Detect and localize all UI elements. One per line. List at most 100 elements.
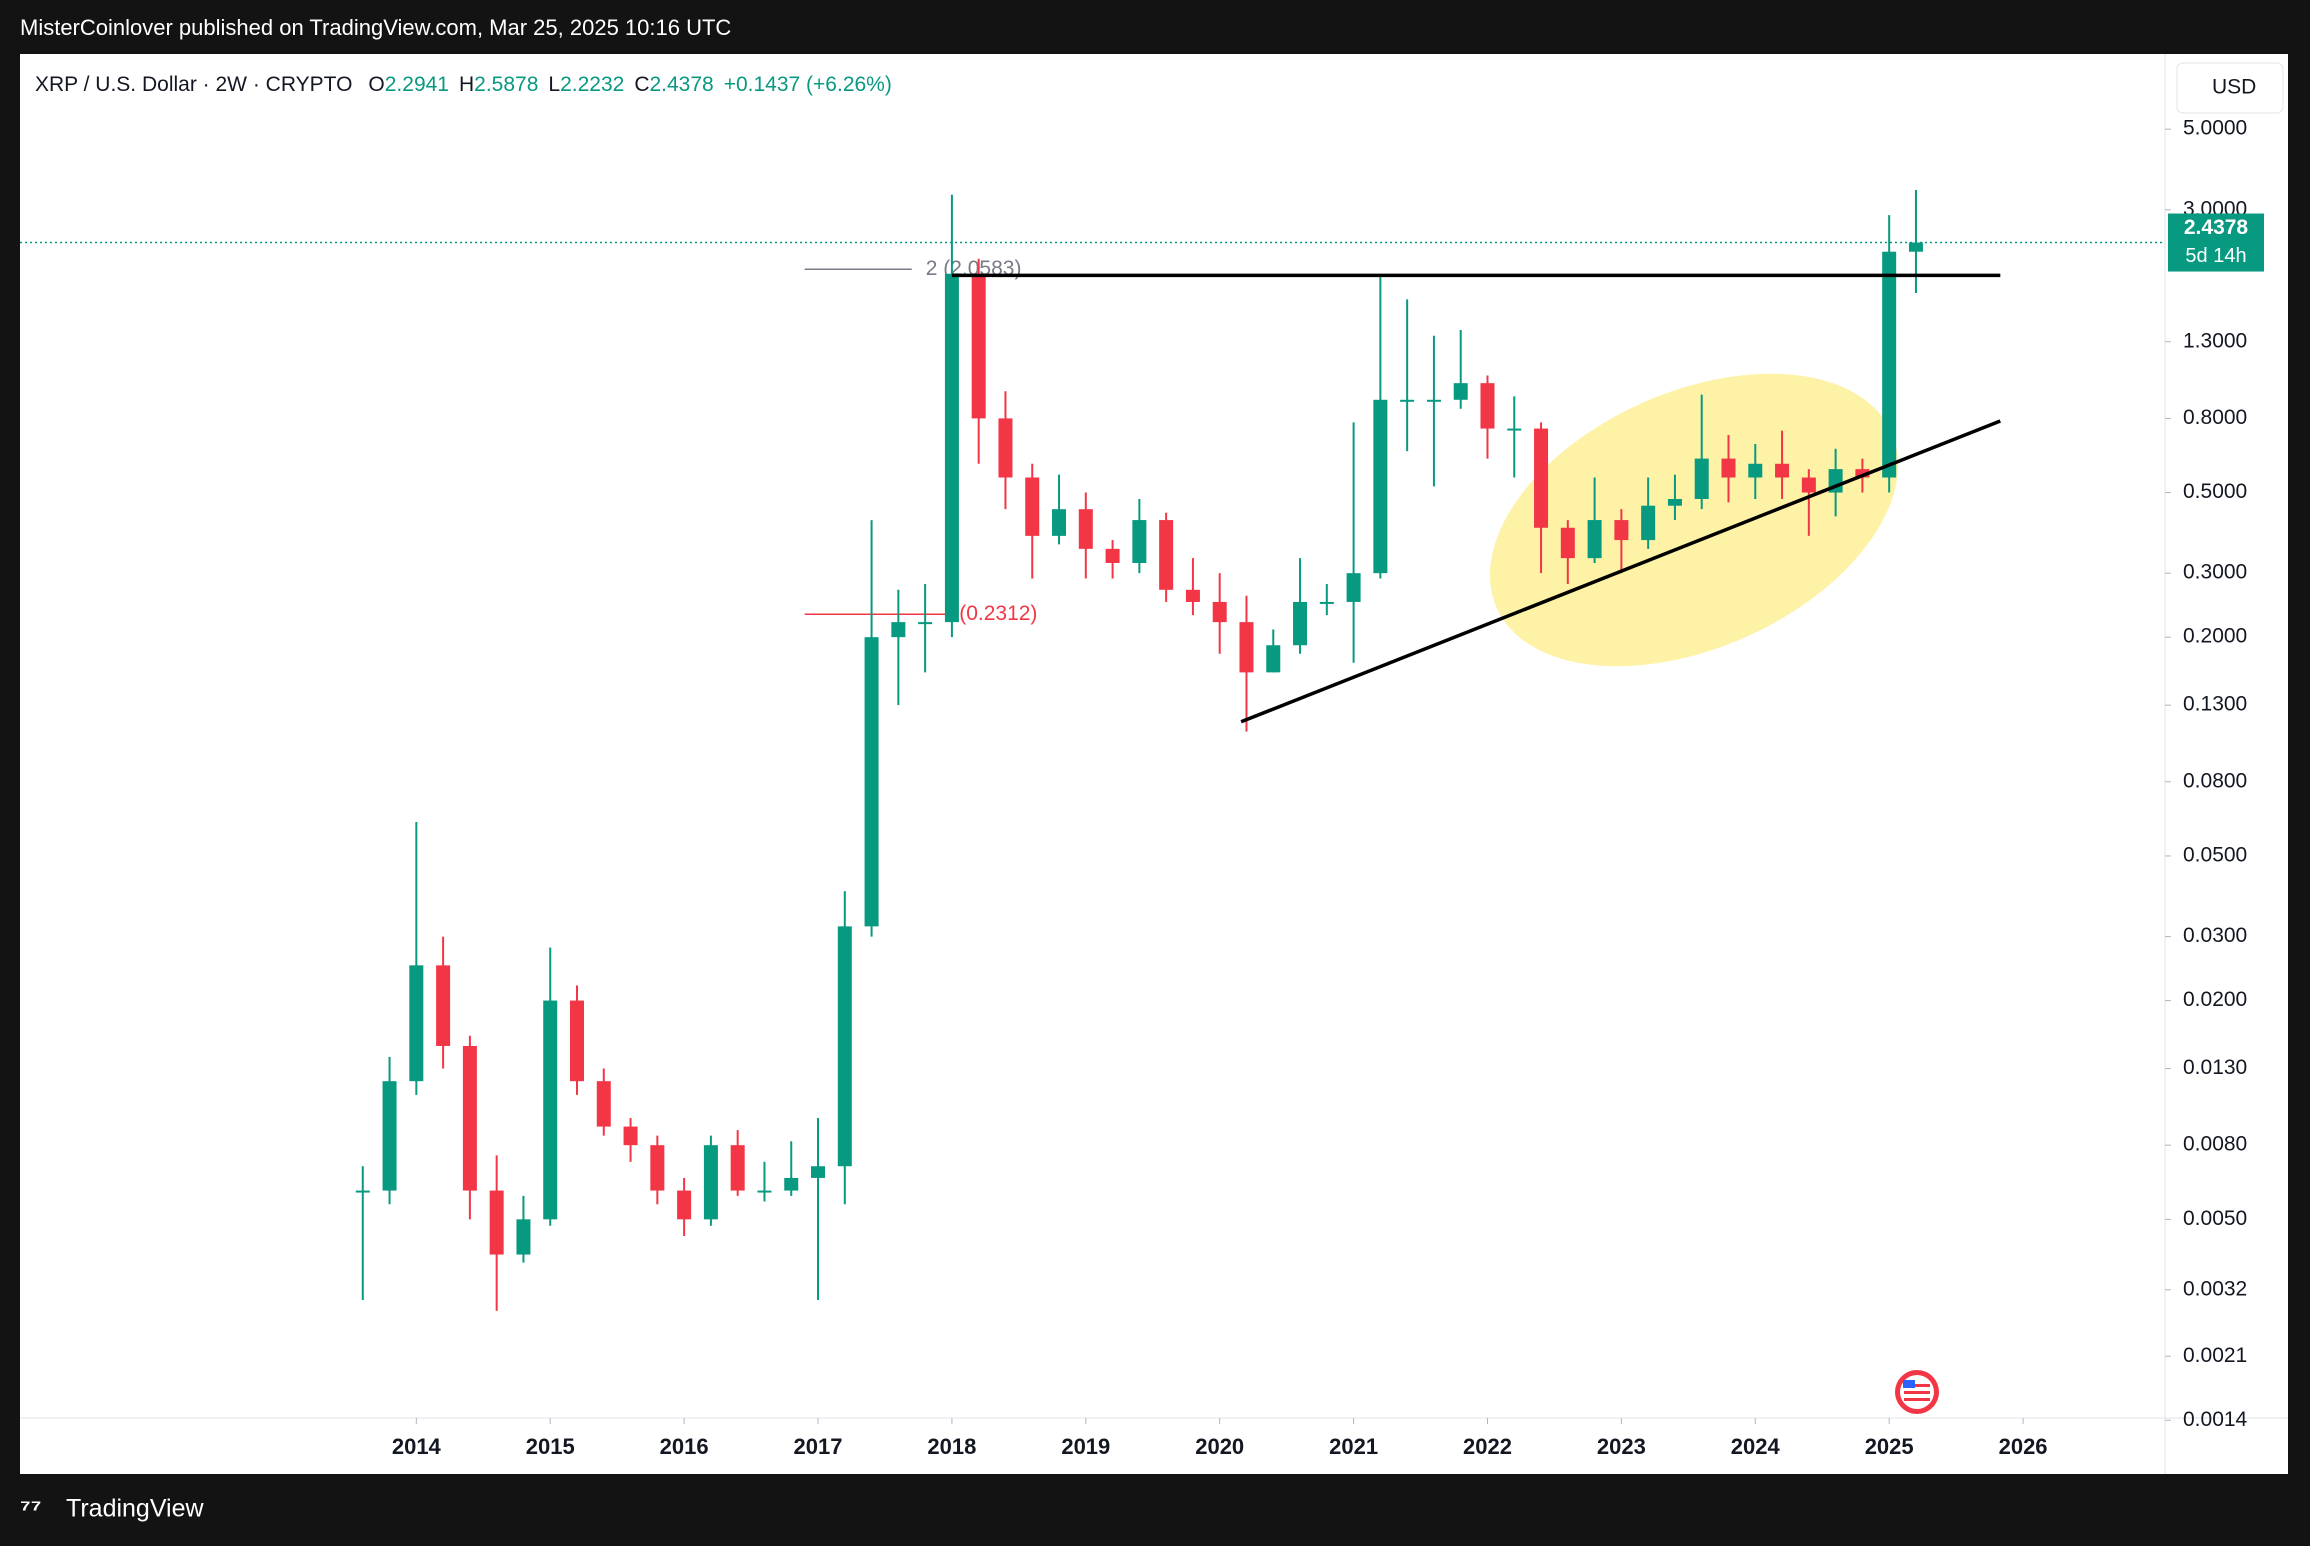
ohlc-value: 2.5878 [474,73,538,96]
candle-body [623,1126,638,1146]
currency-button[interactable] [2176,62,2284,114]
candle-body [355,1190,370,1193]
y-tick-label: 1.3000 [2183,329,2247,352]
candle-body [1239,622,1254,673]
candle-body [1908,242,1923,252]
ohlc-key: L [548,73,560,96]
candle-body [1855,469,1870,478]
chart-panel [20,54,2288,1474]
candle-body [1400,399,1415,402]
x-tick-label: 2018 [927,1434,976,1459]
candle-body [1025,477,1040,536]
candle-body [1453,383,1468,400]
ohlc-value: 2.4378 [649,73,713,96]
candle-body [1882,251,1897,478]
publish-info: MisterCoinlover published on TradingView… [20,15,731,40]
y-tick-label: 0.3000 [2183,561,2247,584]
candle-body [784,1177,799,1191]
highlight-ellipse [1489,373,1899,667]
candle-body [1212,601,1227,623]
ohlc-value: 2.2941 [385,73,449,96]
candle-body [1346,573,1361,602]
x-tick-label: 2017 [794,1434,843,1459]
level-label: (0.2312) [959,602,1037,625]
x-tick-label: 2024 [1731,1434,1781,1459]
y-tick-label: 0.0300 [2183,924,2247,947]
y-tick-label: 0.0021 [2183,1344,2247,1367]
candle-body [1159,520,1174,590]
y-tick-label: 0.0032 [2183,1277,2247,1300]
y-tick-label: 0.8000 [2183,406,2247,429]
x-tick-label: 2022 [1463,1434,1512,1459]
x-tick-label: 2014 [392,1434,442,1459]
candle-body [944,273,959,623]
y-tick-label: 0.5000 [2183,480,2247,503]
ohlc-key: H [459,73,474,96]
candle-body [1801,477,1816,493]
y-tick-label: 5.0000 [2183,117,2247,140]
candle-body [1560,527,1575,559]
candle-body [1105,548,1120,563]
candle-body [409,965,424,1082]
candle-body [811,1166,826,1178]
change: +0.1437 (+6.26%) [724,73,892,96]
x-tick-label: 2015 [526,1434,575,1459]
countdown: 5d 14h [2185,245,2246,267]
candle-body [730,1145,745,1191]
candle-body [543,1000,558,1220]
candle-body [382,1081,397,1191]
candle-body [1614,520,1629,541]
y-tick-label: 0.0130 [2183,1056,2247,1079]
candle-body [436,965,451,1046]
candle-body [1775,463,1790,478]
candle-body [1641,505,1656,541]
candle-body [837,926,852,1167]
top-bar [0,0,2310,54]
x-tick-label: 2025 [1865,1434,1914,1459]
y-tick-label: 0.0800 [2183,769,2247,792]
x-tick-label: 2016 [660,1434,709,1459]
candle-body [1587,520,1602,559]
flag-icon [1895,1370,1939,1414]
candle-body [1319,601,1334,604]
currency: USD [2212,76,2256,99]
candle-body [971,273,986,419]
ohlc-key: O [368,73,384,96]
ohlc-key: C [634,73,649,96]
ohlc-value: 2.2232 [560,73,624,96]
x-tick-label: 2021 [1329,1434,1378,1459]
candle-body [1694,458,1709,499]
y-tick-label: 0.0500 [2183,843,2247,866]
plot: 2 (2.0583)(0.2312) [20,190,2165,1311]
y-tick-label: 0.1300 [2183,693,2247,716]
candle-body [516,1219,531,1255]
candle-body [1052,509,1067,536]
candle-body [1293,601,1308,646]
y-tick-label: 0.0200 [2183,988,2247,1011]
candle-body [1078,509,1093,549]
candle-body [757,1190,772,1193]
candle-body [596,1081,611,1127]
candle-body [1721,458,1736,478]
candle-body [1426,399,1441,402]
y-tick-label: 0.2000 [2183,625,2247,648]
candle-body [918,622,933,625]
candle-body [891,622,906,638]
candle-body [1266,645,1281,673]
candle-body [650,1145,665,1191]
candle-body [462,1045,477,1191]
price-label-box [2168,213,2264,272]
candle-body [1480,383,1495,429]
candle-body [489,1190,504,1255]
candle-body [864,637,879,927]
candle-body [998,418,1013,478]
candle-body [703,1145,718,1220]
price-label: 2.4378 [2184,216,2249,239]
symbol-legend: XRP / U.S. Dollar · 2W · CRYPTO O2.2941 H2… [35,73,892,96]
logo-mark: ⁷⁷ [20,1493,41,1523]
y-tick-label: 0.0014 [2183,1408,2248,1431]
candle-body [1185,589,1200,602]
brand: TradingView [66,1495,205,1523]
candle-body [1132,520,1147,563]
y-tick-label: 0.0050 [2183,1207,2247,1230]
